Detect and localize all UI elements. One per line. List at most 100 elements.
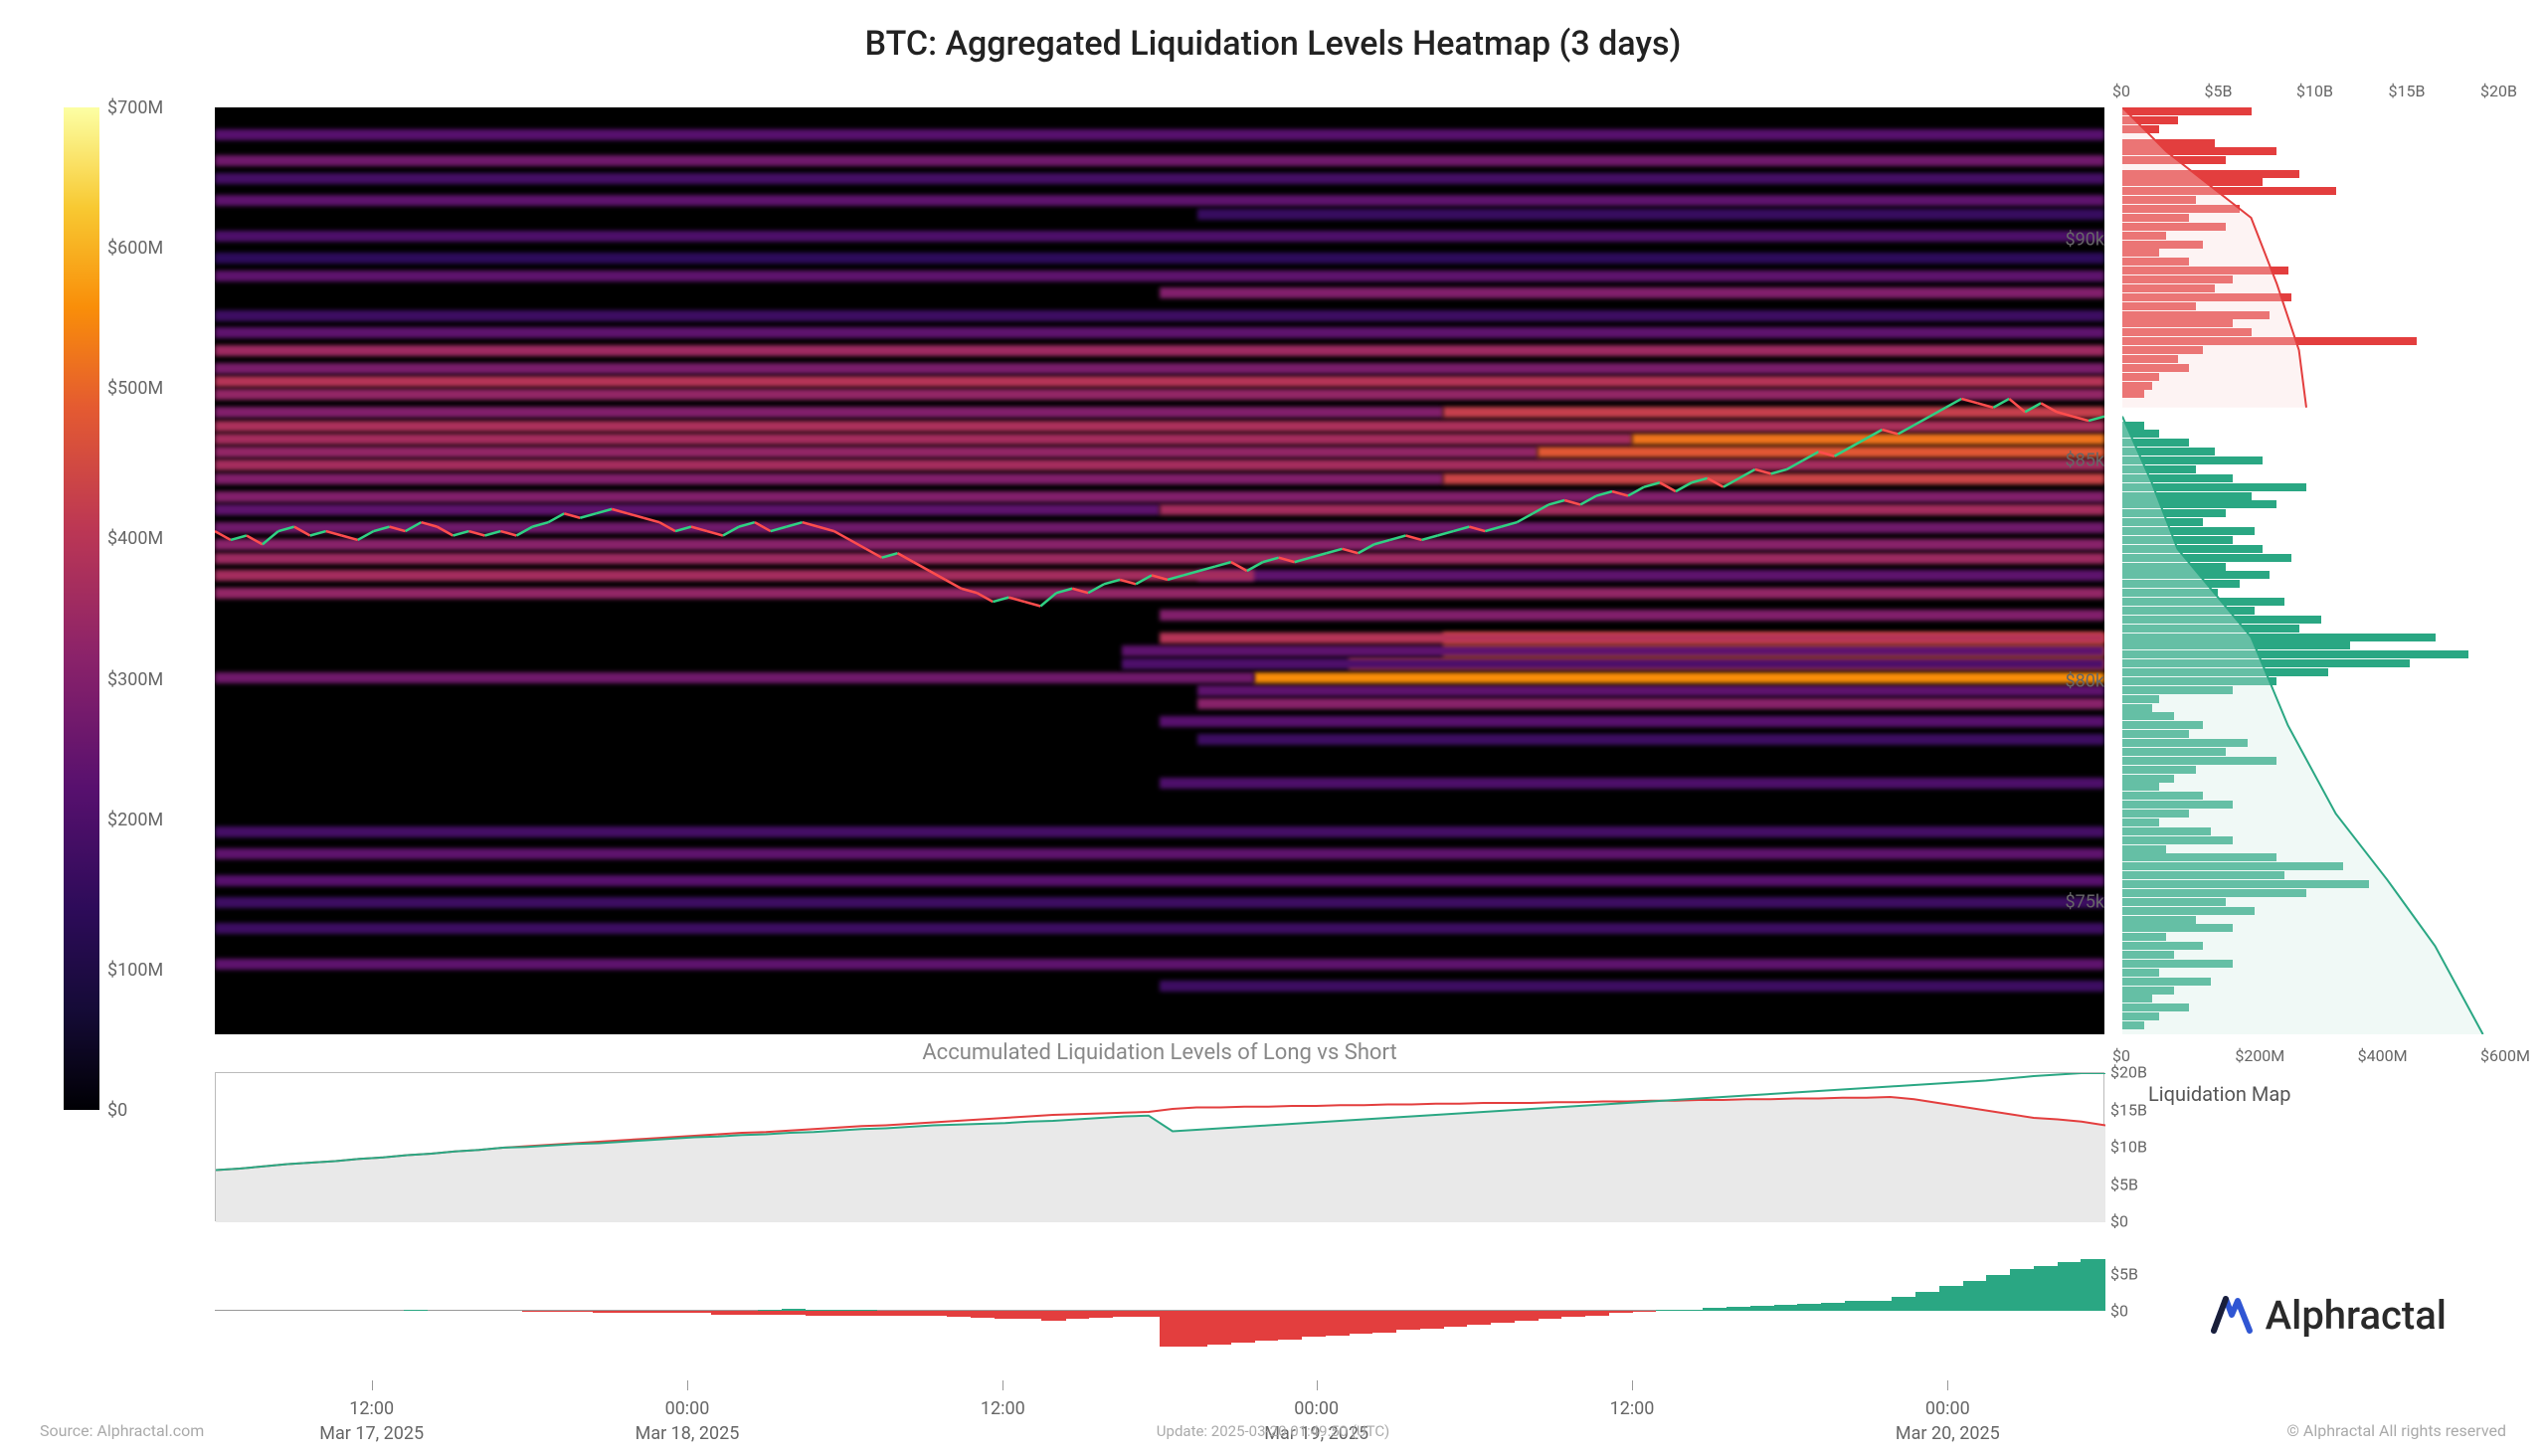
chart-title: BTC: Aggregated Liquidation Levels Heatm… [0, 24, 2546, 64]
price-tick: $85k [2066, 451, 2104, 471]
diff-bar [1915, 1292, 1939, 1312]
diff-bar [2010, 1269, 2034, 1311]
footer-source: Source: Alphractal.com [40, 1421, 204, 1440]
x-tick-mark [1947, 1380, 1948, 1390]
diff-bar [1821, 1303, 1845, 1311]
diff-bar [1727, 1307, 1750, 1311]
liqmap-top-tick: $20B [2480, 82, 2517, 100]
diff-y-tick: $0 [2110, 1302, 2128, 1321]
diff-bar [640, 1311, 664, 1313]
diff-bar [569, 1311, 593, 1312]
liqmap-bot-tick: $400M [2358, 1046, 2408, 1065]
colorbar-tick: $400M [107, 528, 163, 549]
diff-bar [924, 1311, 948, 1316]
area-y-tick: $0 [2110, 1212, 2128, 1231]
diff-bar [1396, 1311, 1420, 1330]
diff-bar-chart [215, 1251, 2104, 1370]
area-y-tick: $20B [2110, 1063, 2147, 1082]
diff-bar [1372, 1311, 1396, 1333]
liqmap-top-tick: $15B [2389, 82, 2426, 100]
diff-bar [1680, 1310, 1704, 1312]
diff-bar [1892, 1297, 1915, 1311]
diff-bar [1514, 1311, 1538, 1321]
diff-bar [1065, 1311, 1089, 1319]
diff-bar [852, 1310, 876, 1312]
diff-bar [1278, 1311, 1302, 1340]
liqmap-bot-tick: $600M [2480, 1046, 2530, 1065]
alphractal-icon [2206, 1291, 2254, 1339]
diff-bar [593, 1311, 617, 1313]
liqmap-bot-tick: $200M [2235, 1046, 2284, 1065]
area-y-tick: $5B [2110, 1175, 2138, 1193]
x-tick-label: 12:00 [981, 1396, 1025, 1421]
x-tick-mark [1002, 1380, 1003, 1390]
brand-text: Alphractal [2266, 1292, 2447, 1339]
diff-bar [971, 1311, 995, 1318]
diff-bar [404, 1310, 428, 1311]
diff-bar [1183, 1311, 1207, 1347]
diff-bar [1302, 1311, 1326, 1337]
diff-bar [1774, 1305, 1798, 1311]
diff-bar [1419, 1311, 1443, 1329]
diff-bar [829, 1310, 853, 1312]
x-tick-mark [687, 1380, 688, 1390]
colorbar-tick: $500M [107, 378, 163, 399]
diff-bar [1325, 1311, 1349, 1336]
x-tick-mark [372, 1380, 373, 1390]
accumulated-area-chart [215, 1072, 2104, 1221]
footer-copy: © Alphractal All rights reserved [2286, 1421, 2506, 1440]
diff-bar [1538, 1311, 1561, 1319]
area-y-tick: $15B [2110, 1100, 2147, 1119]
colorbar [64, 107, 99, 1110]
diff-bar [687, 1311, 711, 1313]
colorbar-tick: $600M [107, 238, 163, 259]
diff-bar [663, 1311, 687, 1313]
colorbar-tick: $100M [107, 960, 163, 981]
diff-bar [2034, 1266, 2058, 1311]
diff-bar [1136, 1311, 1160, 1317]
colorbar-tick: $200M [107, 810, 163, 830]
diff-bar [829, 1311, 853, 1316]
x-tick-label: 12:00 [1610, 1396, 1655, 1421]
liqmap-title: Liquidation Map [2148, 1082, 2290, 1106]
diff-bar [1254, 1311, 1278, 1341]
diff-bar [1041, 1311, 1065, 1321]
heatmap-panel [215, 107, 2104, 1034]
liquidation-map [2122, 107, 2490, 1034]
diff-bar [852, 1311, 876, 1316]
diff-bar [1797, 1304, 1821, 1312]
diff-bar [1089, 1311, 1113, 1318]
diff-bar [1585, 1311, 1609, 1316]
diff-bar [1443, 1311, 1467, 1327]
diff-bar [1939, 1286, 1963, 1311]
liqmap-top-tick: $10B [2296, 82, 2333, 100]
footer-update: Update: 2025-03-20 01:49:50 (UTC) [1157, 1422, 1389, 1440]
diff-bar [947, 1311, 971, 1317]
diff-bar [1018, 1311, 1042, 1319]
area-y-tick: $10B [2110, 1138, 2147, 1157]
diff-bar [522, 1311, 546, 1312]
diff-bar [1750, 1306, 1774, 1311]
diff-bar [1986, 1275, 2010, 1311]
diff-bar [2058, 1262, 2082, 1311]
diff-bar [617, 1311, 640, 1313]
diff-bar [1963, 1281, 1987, 1311]
diff-bar [1703, 1308, 1727, 1311]
x-tick-label: 00:00Mar 20, 2025 [1896, 1396, 2000, 1446]
diff-bar [758, 1310, 782, 1312]
diff-bar [2081, 1259, 2104, 1312]
price-tick: $90k [2066, 230, 2104, 251]
diff-bar [1632, 1311, 1656, 1312]
price-tick: $75k [2066, 891, 2104, 912]
brand-logo: Alphractal [2206, 1291, 2447, 1339]
diff-bar [1608, 1311, 1632, 1313]
diff-bar [1349, 1311, 1372, 1334]
subtitle: Accumulated Liquidation Levels of Long v… [215, 1040, 2104, 1065]
diff-bar [1467, 1311, 1491, 1325]
diff-bar [1656, 1310, 1680, 1311]
diff-y-tick: $5B [2110, 1264, 2138, 1283]
x-tick-label: 12:00Mar 17, 2025 [319, 1396, 424, 1446]
diff-bar [782, 1311, 806, 1315]
x-tick-mark [1632, 1380, 1633, 1390]
colorbar-tick: $700M [107, 97, 163, 118]
